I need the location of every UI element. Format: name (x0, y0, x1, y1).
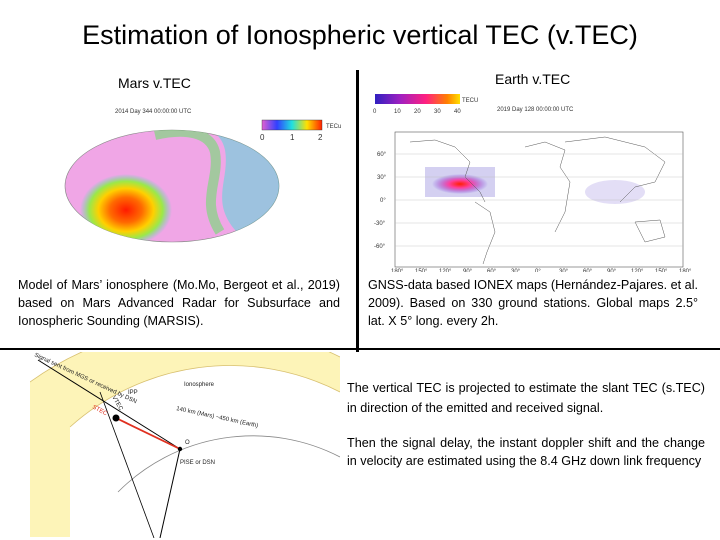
earth-lon-label: 0° (535, 269, 541, 272)
earth-colorbar-tick: 10 (394, 109, 401, 115)
ionosphere-geometry-diagram: Signal sent from MGS or received by DSN … (30, 352, 340, 538)
earth-colorbar-tick: 40 (454, 109, 461, 115)
earth-colorbar-tick: 30 (434, 109, 441, 115)
mars-tec-map: 2014 Day 344 00:00:00 UTC TECu 0 1 2 (64, 109, 341, 243)
earth-tec-map: TECU 0 10 20 30 40 2019 Day 128 00:00:00… (373, 94, 692, 272)
earth-colorbar-tick: 0 (373, 109, 377, 115)
earth-heading: Earth v.TEC (495, 71, 571, 87)
earth-lon-label: 30° (511, 269, 521, 272)
pise-label: PISE or DSN (180, 460, 215, 466)
earth-lat-label: 60° (377, 152, 387, 158)
earth-lon-label: 180° (391, 269, 404, 272)
earth-lon-label: 60° (487, 269, 497, 272)
earth-lon-label: 150° (415, 269, 428, 272)
mars-colorbar-tick: 0 (260, 133, 265, 142)
earth-lon-label: 120° (439, 269, 452, 272)
earth-lon-label: 90° (463, 269, 473, 272)
mars-map-title: 2014 Day 344 00:00:00 UTC (115, 109, 192, 115)
earth-lat-label: -60° (374, 244, 386, 250)
earth-lon-label: 90° (607, 269, 617, 272)
vertical-divider (356, 70, 359, 352)
ipp-label: IPP (128, 390, 138, 396)
earth-map-title: 2019 Day 128 00:00:00 UTC (497, 107, 574, 113)
center-label: O (185, 440, 190, 446)
earth-lat-label: 30° (377, 175, 387, 181)
earth-lon-label: 120° (631, 269, 644, 272)
earth-lat-label: 0° (380, 198, 386, 204)
mars-colorbar-tick: 2 (318, 133, 323, 142)
earth-description: GNSS-data based IONEX maps (Hernández-Pa… (368, 278, 698, 328)
earth-lat-label: -30° (374, 221, 386, 227)
earth-lon-label: 30° (559, 269, 569, 272)
earth-colorbar-unit: TECU (462, 98, 478, 104)
earth-lon-label: 150° (655, 269, 668, 272)
mars-colorbar-unit: TECu (326, 124, 341, 130)
earth-lon-label: 180° (679, 269, 692, 272)
mars-colorbar-tick: 1 (290, 133, 295, 142)
horizontal-divider (0, 348, 720, 350)
ionosphere-label: Ionosphere (184, 382, 215, 388)
mars-description: Model of Mars’ ionosphere (Mo.Mo, Bergeo… (18, 278, 340, 328)
slide-title: Estimation of Ionospheric vertical TEC (… (82, 20, 638, 50)
earth-lon-label: 60° (583, 269, 593, 272)
slant-tec-paragraph: The vertical TEC is projected to estimat… (347, 381, 705, 415)
earth-colorbar-tick: 20 (414, 109, 421, 115)
doppler-paragraph: Then the signal delay, the instant doppl… (347, 436, 705, 468)
mars-heading: Mars v.TEC (118, 75, 191, 91)
